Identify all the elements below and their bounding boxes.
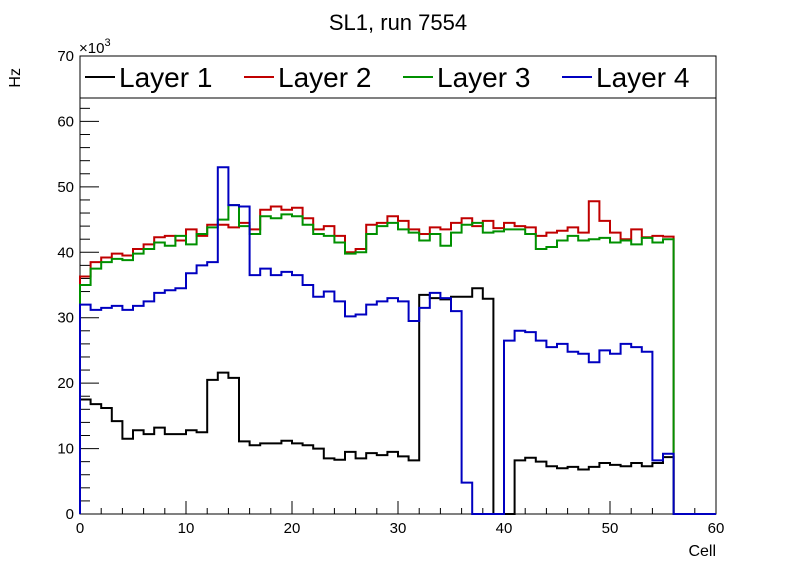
legend: Layer 1 Layer 2 Layer 3 Layer 4 [79, 55, 717, 99]
y-tick-label: 0 [66, 506, 74, 523]
y-tick-label: 40 [57, 244, 74, 261]
x-tick-label: 10 [178, 520, 195, 537]
x-tick-label: 50 [602, 520, 619, 537]
x-tick-label: 30 [390, 520, 407, 537]
x-tick-label: 40 [496, 520, 513, 537]
plot-frame [79, 55, 717, 515]
x-tick-labels: 0 10 20 30 40 50 60 [76, 520, 725, 537]
axis-ticks [79, 55, 717, 515]
y-axis-label: Hz [7, 68, 24, 88]
series-line-layer-1 [79, 287, 716, 515]
x-tick-label: 60 [708, 520, 725, 537]
legend-label: Layer 2 [278, 62, 371, 93]
legend-label: Layer 3 [437, 62, 530, 93]
y-tick-label: 60 [57, 113, 74, 130]
series-layer [79, 166, 716, 515]
y-exponent-label: ×103 [79, 37, 111, 57]
y-tick-label: 50 [57, 179, 74, 196]
y-tick-label: 30 [57, 310, 74, 327]
series-line-layer-4 [79, 166, 716, 515]
legend-label: Layer 4 [596, 62, 689, 93]
y-exponent-power: 3 [104, 37, 110, 49]
series-line-layer-2 [79, 200, 716, 515]
legend-label: Layer 1 [119, 62, 212, 93]
y-tick-label: 70 [57, 48, 74, 65]
y-exponent-base: ×10 [79, 40, 104, 57]
y-tick-label: 10 [57, 441, 74, 458]
chart-title: SL1, run 7554 [329, 10, 467, 35]
y-tick-label: 20 [57, 375, 74, 392]
x-tick-label: 20 [284, 520, 301, 537]
x-axis-label: Cell [688, 543, 716, 560]
x-tick-label: 0 [76, 520, 84, 537]
y-tick-labels: 0 10 20 30 40 50 60 70 [57, 48, 74, 523]
series-line-layer-3 [79, 204, 716, 515]
legend-box [79, 55, 717, 99]
